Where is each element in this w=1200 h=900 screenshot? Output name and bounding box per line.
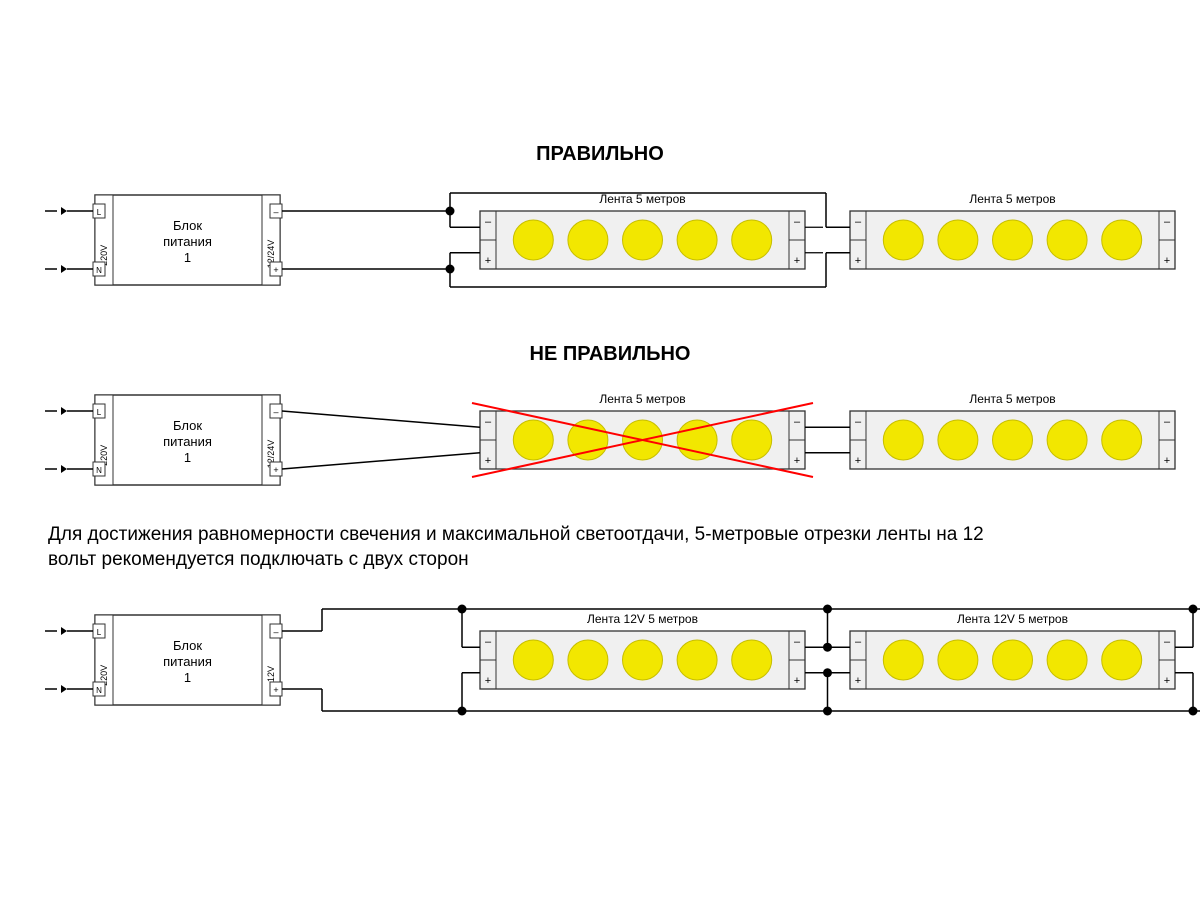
svg-text:+: + bbox=[1164, 455, 1170, 467]
svg-text:1: 1 bbox=[184, 450, 191, 465]
svg-text:–: – bbox=[855, 416, 862, 428]
diagram-correct: ПРАВИЛЬНО~220V12/24VБлокпитания1LN–+Лент… bbox=[45, 143, 1175, 287]
led-strip: Лента 12V 5 метров – + – + bbox=[850, 612, 1175, 689]
svg-text:+: + bbox=[855, 255, 861, 267]
svg-text:Блок: Блок bbox=[173, 418, 202, 433]
svg-text:Лента 5 метров: Лента 5 метров bbox=[969, 192, 1055, 206]
svg-text:–: – bbox=[1164, 636, 1171, 648]
svg-text:L: L bbox=[97, 628, 102, 637]
svg-text:Лента 5 метров: Лента 5 метров bbox=[599, 392, 685, 406]
svg-text:+: + bbox=[794, 455, 800, 467]
led-strip: Лента 12V 5 метров – + – + bbox=[480, 612, 805, 689]
svg-text:Лента 5 метров: Лента 5 метров bbox=[969, 392, 1055, 406]
svg-text:–: – bbox=[273, 407, 278, 417]
svg-text:N: N bbox=[96, 266, 102, 275]
svg-text:+: + bbox=[485, 455, 491, 467]
note-text: Для достижения равномерности свечения и … bbox=[48, 524, 984, 570]
svg-text:N: N bbox=[96, 466, 102, 475]
led-strip: Лента 5 метров – + – + bbox=[480, 192, 805, 269]
svg-text:ПРАВИЛЬНО: ПРАВИЛЬНО bbox=[536, 143, 664, 165]
svg-text:–: – bbox=[485, 216, 492, 228]
svg-text:+: + bbox=[273, 265, 278, 275]
svg-text:–: – bbox=[273, 627, 278, 637]
svg-text:Лента 12V 5 метров: Лента 12V 5 метров bbox=[957, 612, 1068, 626]
svg-text:Блок: Блок bbox=[173, 218, 202, 233]
power-supply: ~220V12/24VБлокпитания1LN–+ bbox=[45, 395, 282, 485]
diagram-both-ends: ~220V12VБлокпитания1LN–+Лента 12V 5 метр… bbox=[45, 605, 1200, 716]
power-supply: ~220V12/24VБлокпитания1LN–+ bbox=[45, 195, 282, 285]
svg-text:–: – bbox=[855, 636, 862, 648]
svg-text:НЕ ПРАВИЛЬНО: НЕ ПРАВИЛЬНО bbox=[530, 343, 691, 365]
svg-text:+: + bbox=[273, 685, 278, 695]
svg-text:+: + bbox=[1164, 675, 1170, 687]
svg-text:–: – bbox=[794, 416, 801, 428]
svg-text:+: + bbox=[273, 465, 278, 475]
svg-text:питания: питания bbox=[163, 654, 212, 669]
svg-text:1: 1 bbox=[184, 670, 191, 685]
power-supply: ~220V12VБлокпитания1LN–+ bbox=[45, 615, 282, 705]
led-strip: Лента 5 метров – + – + bbox=[850, 192, 1175, 269]
svg-text:+: + bbox=[485, 255, 491, 267]
svg-text:–: – bbox=[1164, 416, 1171, 428]
svg-text:Для достижения равномерности с: Для достижения равномерности свечения и … bbox=[48, 524, 984, 545]
svg-text:1: 1 bbox=[184, 250, 191, 265]
svg-text:12V: 12V bbox=[266, 666, 276, 682]
svg-text:–: – bbox=[485, 416, 492, 428]
led-strip: Лента 5 метров – + – + bbox=[480, 392, 805, 469]
svg-text:–: – bbox=[855, 216, 862, 228]
svg-text:–: – bbox=[1164, 216, 1171, 228]
svg-text:–: – bbox=[794, 636, 801, 648]
svg-text:+: + bbox=[855, 455, 861, 467]
svg-text:питания: питания bbox=[163, 234, 212, 249]
led-strip: Лента 5 метров – + – + bbox=[850, 392, 1175, 469]
svg-text:+: + bbox=[794, 675, 800, 687]
svg-text:Лента 5 метров: Лента 5 метров bbox=[599, 192, 685, 206]
svg-text:–: – bbox=[485, 636, 492, 648]
svg-text:Лента 12V 5 метров: Лента 12V 5 метров bbox=[587, 612, 698, 626]
svg-text:–: – bbox=[794, 216, 801, 228]
svg-text:L: L bbox=[97, 208, 102, 217]
svg-text:питания: питания bbox=[163, 434, 212, 449]
svg-text:L: L bbox=[97, 408, 102, 417]
svg-text:–: – bbox=[273, 207, 278, 217]
svg-text:Блок: Блок bbox=[173, 638, 202, 653]
svg-text:вольт рекомендуется подключать: вольт рекомендуется подключать с двух ст… bbox=[48, 549, 469, 570]
diagram-incorrect: НЕ ПРАВИЛЬНО~220V12/24VБлокпитания1LN–+Л… bbox=[45, 343, 1175, 485]
svg-text:+: + bbox=[855, 675, 861, 687]
wiring-diagram: ПРАВИЛЬНО~220V12/24VБлокпитания1LN–+Лент… bbox=[0, 0, 1200, 900]
svg-text:+: + bbox=[794, 255, 800, 267]
svg-text:N: N bbox=[96, 686, 102, 695]
svg-text:+: + bbox=[1164, 255, 1170, 267]
svg-text:+: + bbox=[485, 675, 491, 687]
